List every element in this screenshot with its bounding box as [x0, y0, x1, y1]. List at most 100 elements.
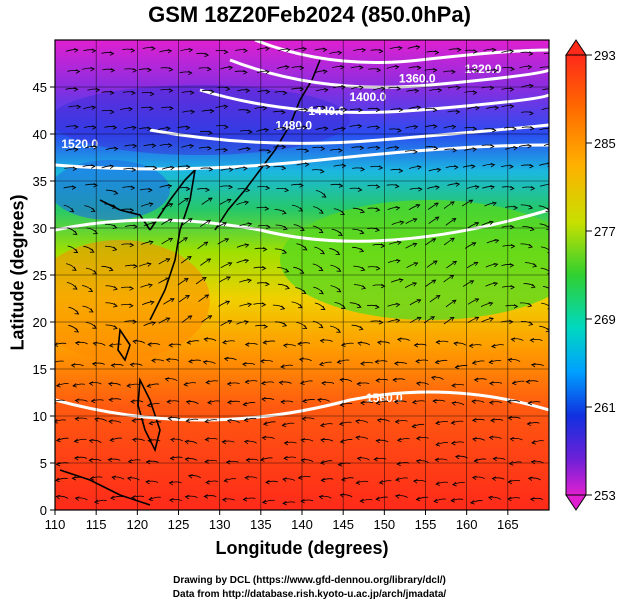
credit-line-1: Drawing by DCL (https://www.gfd-dennou.o… — [173, 575, 446, 586]
wind-arrow — [315, 126, 329, 131]
wind-arrow — [511, 380, 525, 386]
wind-arrow — [197, 187, 210, 193]
wind-arrow — [482, 162, 496, 168]
wind-arrow — [507, 479, 521, 485]
wind-arrow — [122, 48, 136, 53]
wind-arrow — [443, 316, 455, 325]
wind-arrow — [158, 258, 171, 265]
wind-arrow — [481, 317, 494, 323]
wind-arrow — [396, 437, 410, 443]
wind-arrow — [167, 416, 181, 421]
wind-arrow — [450, 498, 464, 503]
wind-arrow — [105, 285, 118, 291]
wind-arrow — [471, 360, 485, 365]
wind-arrow — [145, 479, 159, 485]
wind-arrow — [256, 46, 270, 52]
wind-arrow — [443, 201, 455, 209]
wind-arrow — [275, 224, 288, 231]
wind-arrow — [312, 263, 324, 272]
wind-arrow — [296, 148, 310, 153]
wind-arrow — [434, 457, 448, 463]
wind-arrow — [297, 341, 311, 347]
wind-arrow — [204, 437, 218, 442]
wind-arrow — [122, 90, 136, 96]
wind-arrow — [467, 222, 480, 229]
wind-arrow — [170, 437, 184, 443]
wind-arrow — [435, 339, 449, 345]
wind-arrow — [297, 475, 311, 480]
wind-arrow — [63, 204, 75, 213]
wind-arrow — [220, 262, 233, 269]
x-tick-label: 140 — [291, 517, 313, 532]
wind-arrow — [199, 219, 212, 228]
y-tick-label: 15 — [33, 362, 47, 377]
wind-arrow — [105, 324, 118, 330]
wind-arrow — [501, 185, 515, 191]
wind-arrow — [215, 104, 229, 110]
wind-arrow — [258, 149, 272, 154]
wind-arrow — [274, 209, 287, 215]
wind-arrow — [451, 383, 465, 388]
colorbar: 293 285 277 269 261 253 — [565, 39, 616, 511]
wind-arrow — [82, 164, 96, 169]
wind-arrow — [261, 435, 275, 441]
wind-arrow — [386, 183, 400, 189]
wind-arrow — [102, 68, 116, 73]
wind-arrow — [424, 107, 438, 113]
wind-arrow — [237, 88, 251, 93]
wind-arrow — [485, 68, 499, 74]
wind-arrow — [435, 481, 449, 486]
wind-arrow — [501, 284, 515, 290]
colorbar-tick-label: 261 — [594, 400, 616, 415]
wind-arrow — [65, 87, 79, 92]
wind-arrow — [239, 302, 253, 308]
wind-arrow — [139, 262, 152, 267]
wind-arrow — [360, 361, 374, 366]
wind-arrow — [107, 381, 121, 387]
wind-arrow — [254, 247, 268, 252]
wind-arrow — [376, 340, 390, 345]
wind-arrow — [101, 265, 114, 272]
wind-arrow — [425, 145, 439, 151]
wind-arrow — [277, 47, 291, 53]
wind-arrow — [482, 185, 495, 190]
wind-arrow — [488, 400, 502, 405]
wind-arrow — [509, 437, 523, 442]
wind-arrow — [82, 305, 94, 313]
wind-arrow — [256, 206, 270, 211]
x-tick-label: 135 — [250, 517, 272, 532]
wind-arrow — [407, 45, 421, 50]
wind-arrow — [68, 306, 80, 315]
wind-arrow — [491, 343, 504, 349]
wind-arrow — [148, 420, 162, 426]
wind-arrow — [406, 262, 419, 269]
wind-arrow — [101, 164, 115, 170]
wind-arrow — [359, 498, 373, 504]
wind-arrow — [238, 108, 252, 114]
contour-labels: 1320.01360.01400.01440.01480.01520.01560… — [61, 62, 501, 405]
wind-arrow — [215, 49, 229, 55]
wind-arrow — [184, 439, 198, 445]
wind-arrow — [503, 126, 517, 132]
wind-arrow — [244, 379, 258, 385]
wind-arrow — [225, 460, 239, 465]
y-tick-label: 45 — [33, 80, 47, 95]
wind-arrow — [319, 338, 333, 344]
wind-arrow — [447, 109, 461, 115]
wind-arrow — [409, 186, 423, 192]
lat-lon-grid — [55, 40, 549, 510]
wind-arrow — [214, 147, 228, 153]
x-axis-label: Longitude (degrees) — [215, 538, 389, 558]
wind-arrow — [68, 324, 79, 333]
wind-arrow — [443, 69, 456, 75]
wind-arrow — [375, 496, 388, 501]
wind-arrow — [415, 436, 429, 441]
wind-arrow — [314, 47, 328, 52]
wind-arrow — [217, 86, 231, 91]
wind-arrow — [181, 90, 195, 95]
wind-arrow — [255, 324, 269, 329]
wind-arrow — [520, 243, 533, 249]
wind-arrow — [521, 110, 534, 116]
wind-arrow — [408, 105, 422, 111]
orange-region — [55, 240, 210, 360]
